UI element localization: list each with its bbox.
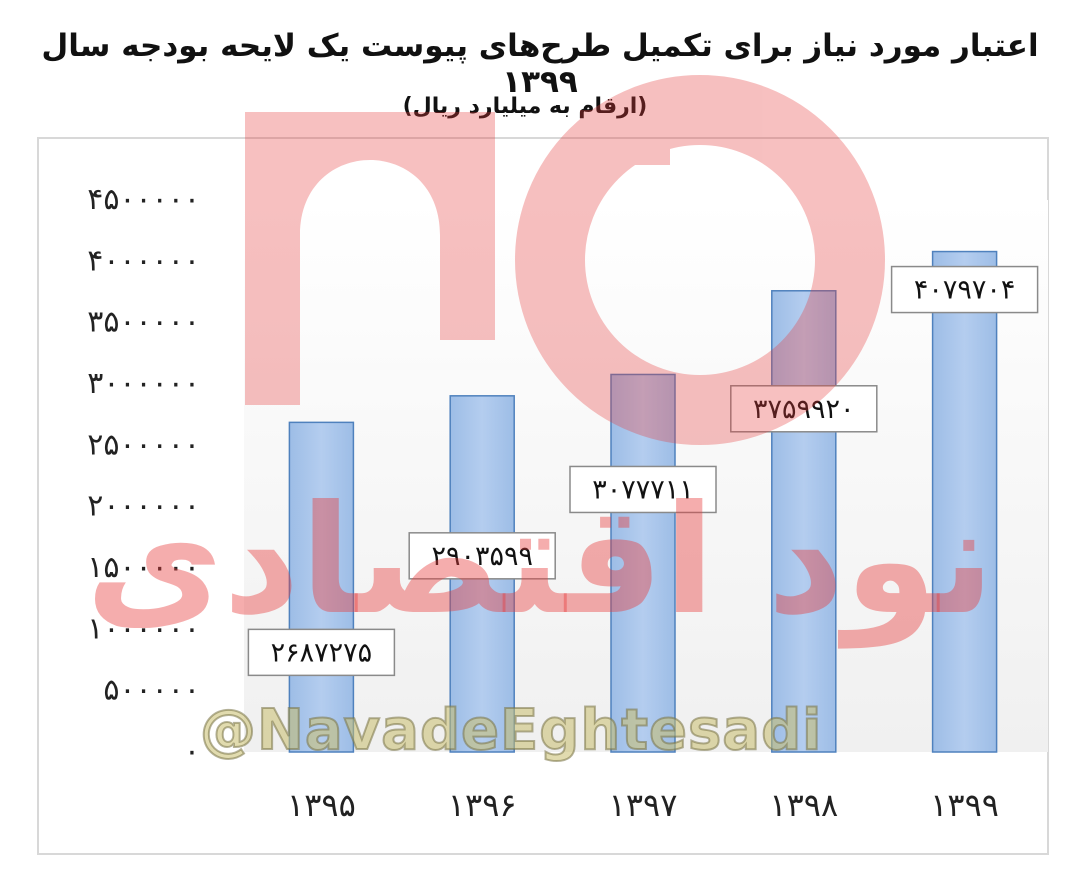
y-tick-label: ۱۰۰۰۰۰۰ [87, 611, 200, 646]
data-label: ۳۰۷۷۷۱۱ [592, 474, 694, 505]
data-label: ۲۶۸۷۲۷۵ [271, 637, 373, 668]
bar [771, 290, 837, 753]
chart-subtitle: (ارقام به میلیارد ریال) [402, 94, 648, 119]
x-tick-label: ۱۳۹۵ [287, 786, 356, 824]
y-tick-label: ۰ [184, 734, 200, 769]
bar [931, 250, 998, 753]
bar [610, 373, 676, 753]
bar [288, 421, 355, 753]
data-label: ۳۷۵۹۹۲۰ [753, 394, 855, 425]
data-label-box [408, 532, 556, 580]
y-tick-label: ۲۰۰۰۰۰۰ [87, 489, 200, 524]
data-labels-group: ۲۶۸۷۲۷۵ ۲۹۰۳۵۹۹ ۳۰۷۷۷۱۱ ۳۷۵۹۹۲۰ ۴۰۷۹۷۰۴ [247, 265, 1039, 677]
bars-group [288, 250, 998, 753]
x-tick-label: ۱۳۹۹ [930, 786, 999, 824]
y-tick-label: ۴۵۰۰۰۰۰ [87, 182, 200, 217]
data-label-box [730, 385, 878, 433]
y-tick-label: ۳۵۰۰۰۰۰ [87, 305, 200, 340]
y-tick-label: ۲۵۰۰۰۰۰ [87, 427, 200, 462]
data-label-box [247, 628, 396, 677]
chart-title: اعتبار مورد نیاز برای تکمیل طرح‌های پیوس… [41, 28, 1039, 100]
y-tick-label: ۵۰۰۰۰۰ [103, 673, 200, 708]
y-axis: ۰ ۵۰۰۰۰۰ ۱۰۰۰۰۰۰ ۱۵۰۰۰۰۰ ۲۰۰۰۰۰۰ ۲۵۰۰۰۰۰ ۳۰۰۰۰… [87, 182, 200, 769]
data-label: ۲۹۰۳۵۹۹ [431, 541, 533, 572]
data-label-box [890, 265, 1039, 314]
y-tick-label: ۱۵۰۰۰۰۰ [87, 550, 200, 585]
x-tick-label: ۱۳۹۶ [448, 786, 517, 824]
watermark-logo [245, 75, 885, 445]
x-axis: ۱۳۹۵ ۱۳۹۶ ۱۳۹۷ ۱۳۹۸ ۱۳۹۹ [287, 786, 999, 824]
y-tick-label: ۴۰۰۰۰۰۰ [87, 243, 200, 278]
x-tick-label: ۱۳۹۸ [769, 786, 838, 824]
y-tick-label: ۳۰۰۰۰۰۰ [87, 366, 200, 401]
x-tick-label: ۱۳۹۷ [609, 786, 678, 824]
data-label-box [569, 465, 717, 514]
data-label: ۴۰۷۹۷۰۴ [914, 275, 1016, 306]
